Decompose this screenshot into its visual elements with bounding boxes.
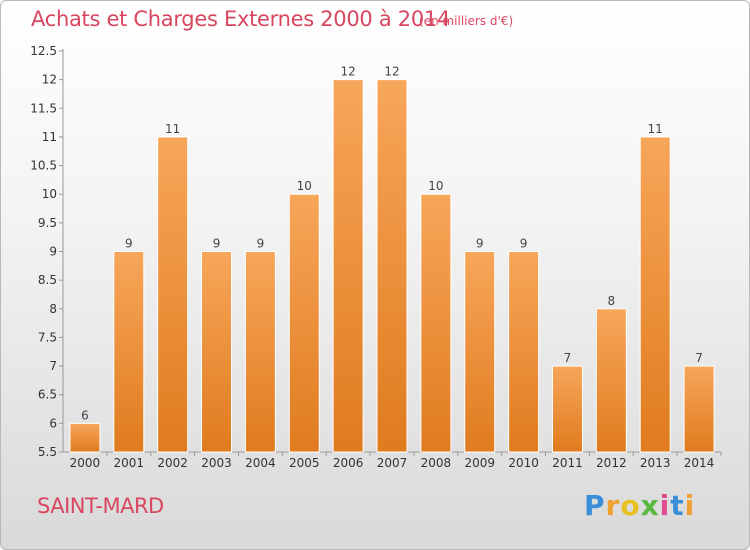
proxiti-logo[interactable]: Proxiti (584, 489, 696, 522)
y-tick-label: 8 (49, 302, 57, 316)
data-label: 7 (564, 351, 572, 365)
bar (420, 193, 452, 453)
x-tick-label: 2013 (640, 456, 671, 470)
x-tick-label: 2000 (70, 456, 101, 470)
bar (332, 79, 364, 453)
y-tick-label: 8.5 (38, 273, 57, 287)
y-tick-label: 6 (49, 416, 57, 430)
x-tick-label: 2009 (464, 456, 495, 470)
y-tick-label: 9.5 (38, 216, 57, 230)
y-tick-label: 11 (42, 130, 57, 144)
x-tick-label: 2008 (421, 456, 452, 470)
bar (201, 251, 233, 453)
y-tick-label: 12.5 (30, 44, 57, 58)
x-tick-label: 2012 (596, 456, 627, 470)
y-tick-label: 7 (49, 359, 57, 373)
bar (508, 251, 540, 453)
bar (376, 79, 408, 453)
bar (595, 308, 627, 453)
y-tick-label: 12 (42, 73, 57, 87)
bar (683, 365, 715, 453)
x-tick-label: 2005 (289, 456, 320, 470)
x-tick-label: 2007 (377, 456, 408, 470)
data-label: 10 (428, 179, 443, 193)
x-tick-label: 2014 (684, 456, 715, 470)
data-label: 7 (695, 351, 703, 365)
data-label: 8 (608, 294, 616, 308)
data-label: 9 (125, 237, 133, 251)
chart-title: Achats et Charges Externes 2000 à 2014 (31, 7, 451, 31)
bar (113, 251, 145, 453)
bar (157, 136, 189, 453)
data-label: 6 (81, 408, 89, 422)
city-name: SAINT-MARD (37, 494, 164, 518)
data-label: 12 (384, 65, 399, 79)
x-tick-label: 2011 (552, 456, 583, 470)
x-tick-label: 2003 (201, 456, 232, 470)
bar (288, 193, 320, 453)
data-label: 11 (165, 122, 180, 136)
data-label: 9 (476, 237, 484, 251)
x-tick-label: 2010 (508, 456, 539, 470)
data-label: 9 (257, 237, 265, 251)
x-tick-label: 2006 (333, 456, 364, 470)
data-label: 9 (213, 237, 221, 251)
x-tick-label: 2004 (245, 456, 276, 470)
y-tick-label: 10.5 (30, 159, 57, 173)
data-label: 12 (340, 65, 355, 79)
chart-unit: (en milliers d'€) (419, 14, 514, 28)
bar (464, 251, 496, 453)
bar (244, 251, 276, 453)
y-tick-label: 9 (49, 245, 57, 259)
y-tick-label: 6.5 (38, 388, 57, 402)
y-tick-label: 11.5 (30, 101, 57, 115)
x-tick-label: 2001 (114, 456, 145, 470)
x-tick-label: 2002 (157, 456, 188, 470)
data-label: 11 (648, 122, 663, 136)
bar (551, 365, 583, 453)
data-label: 9 (520, 237, 528, 251)
data-label: 10 (297, 179, 312, 193)
y-tick-label: 5.5 (38, 445, 57, 459)
bar (69, 422, 101, 453)
y-tick-label: 10 (42, 187, 57, 201)
y-tick-label: 7.5 (38, 330, 57, 344)
bar (639, 136, 671, 453)
